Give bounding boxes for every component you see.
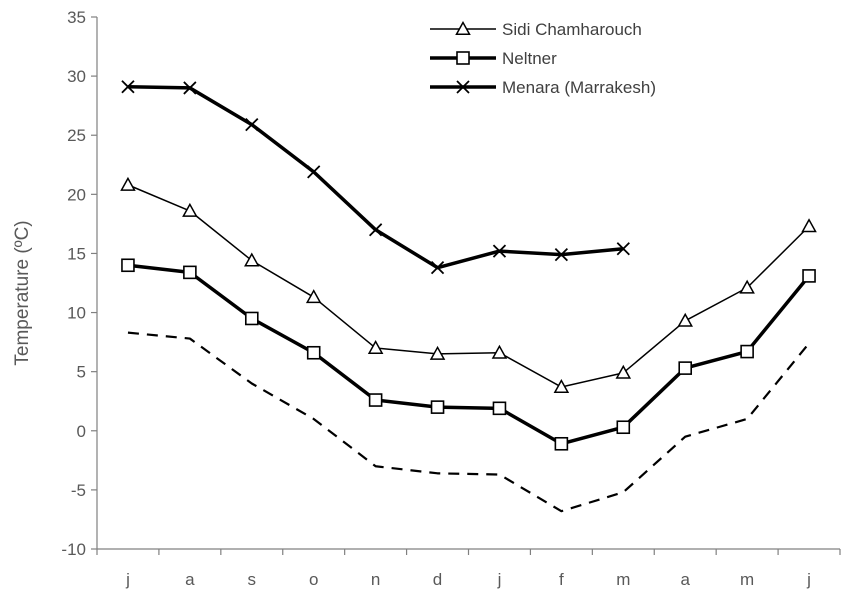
x-tick-label: j — [806, 570, 811, 589]
data-point — [553, 378, 570, 393]
data-point — [183, 81, 197, 95]
data-point — [430, 260, 445, 275]
data-point — [368, 393, 383, 407]
data-point — [554, 247, 569, 262]
y-tick-label: -5 — [71, 481, 86, 500]
y-tick-label: 35 — [67, 8, 86, 27]
x-tick-label: n — [371, 570, 380, 589]
legend-label: Sidi Chamharouch — [502, 20, 642, 39]
x-tick-label: a — [680, 570, 690, 589]
x-tick-label: m — [740, 570, 754, 589]
data-point — [615, 364, 632, 379]
x-tick-label: s — [248, 570, 257, 589]
data-point — [183, 265, 197, 280]
data-point — [554, 436, 569, 451]
y-tick-label: 25 — [67, 126, 86, 145]
data-point — [430, 400, 445, 414]
data-point — [616, 242, 630, 256]
data-point — [677, 312, 693, 327]
y-tick-label: 15 — [67, 244, 86, 263]
data-point — [305, 289, 322, 304]
x-tick-label: f — [559, 570, 564, 589]
series-1 — [121, 258, 816, 451]
legend: Sidi Chamharouch Neltner Menara (Marrakesh… — [430, 20, 656, 97]
data-point — [244, 252, 260, 267]
data-point — [429, 345, 446, 360]
data-point — [307, 165, 321, 179]
x-tick-label: j — [125, 570, 130, 589]
x-tick-label: d — [433, 570, 442, 589]
data-point — [678, 361, 693, 375]
series-line — [127, 184, 810, 388]
series-2 — [121, 80, 630, 275]
y-tick-label: 5 — [77, 363, 86, 382]
series-line — [127, 331, 810, 513]
data-point — [182, 202, 198, 217]
y-tick-label: 20 — [67, 185, 86, 204]
series-line — [127, 85, 624, 270]
data-point — [368, 223, 383, 237]
y-ticks: 35 30 25 20 15 10 5 0 -5 -10 — [61, 8, 97, 559]
y-axis-title: Temperature (ºC) — [12, 220, 33, 365]
data-point — [367, 339, 384, 354]
series-3 — [127, 331, 810, 513]
legend-label: Menara (Marrakesh) — [502, 78, 656, 97]
y-tick-label: 10 — [67, 304, 86, 323]
data-point — [492, 401, 507, 416]
data-point — [306, 345, 321, 360]
data-point — [120, 176, 136, 191]
series-layer — [120, 80, 817, 513]
legend-item: Neltner — [430, 49, 557, 68]
series-0 — [120, 176, 817, 393]
data-point — [801, 218, 817, 233]
legend-marker — [456, 80, 470, 94]
data-point — [245, 117, 259, 132]
data-point — [491, 344, 508, 359]
series-line — [127, 263, 811, 446]
x-tick-label: j — [497, 570, 502, 589]
x-tick-label: o — [309, 570, 318, 589]
data-point — [244, 311, 259, 326]
data-point — [740, 344, 754, 359]
data-point — [616, 420, 631, 435]
data-point — [121, 258, 135, 273]
legend-label: Neltner — [502, 49, 557, 68]
x-tick-label: a — [185, 570, 195, 589]
data-point — [802, 269, 816, 283]
legend-item: Menara (Marrakesh) — [430, 78, 656, 97]
data-point — [739, 279, 755, 294]
data-point — [121, 80, 135, 94]
x-tick-label: m — [616, 570, 630, 589]
legend-marker — [455, 20, 471, 35]
legend-marker — [456, 51, 470, 65]
axes — [96, 17, 840, 550]
y-tick-label: 30 — [67, 67, 86, 86]
y-tick-label: -10 — [61, 540, 86, 559]
legend-item: Sidi Chamharouch — [430, 20, 642, 39]
y-tick-label: 0 — [77, 422, 86, 441]
data-point — [492, 244, 507, 258]
